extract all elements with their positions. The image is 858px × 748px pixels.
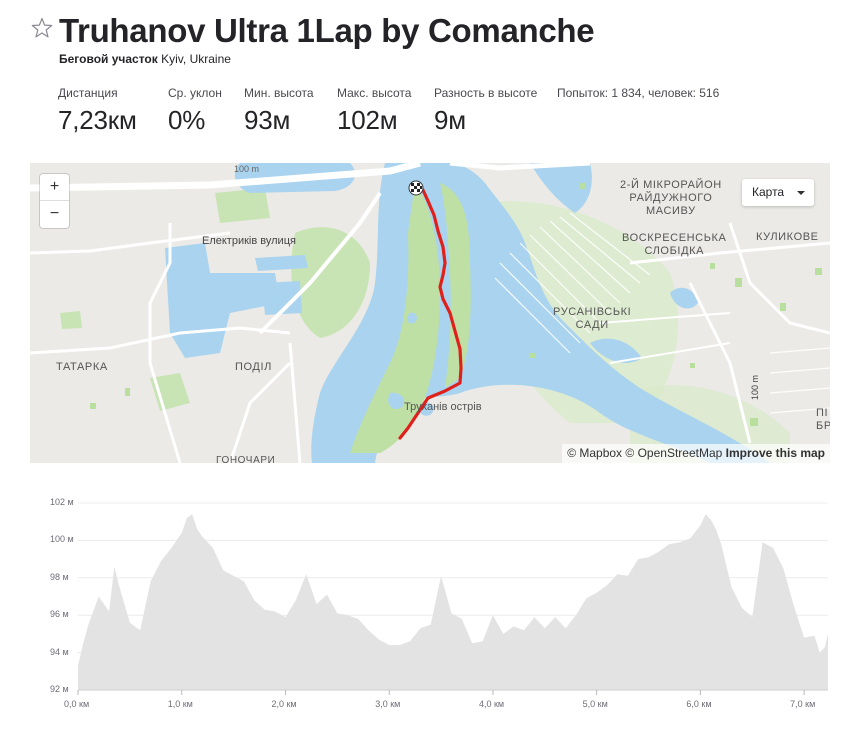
stat-min-elevation: Мин. высота 93м [244, 86, 314, 136]
stat-label: Разность в высоте [434, 86, 538, 100]
osm-link[interactable]: © OpenStreetMap [625, 446, 723, 460]
zoom-control: + − [40, 174, 69, 228]
x-tick-label: 4,0 км [478, 699, 505, 709]
x-tick-label: 6,0 км [686, 699, 712, 709]
y-tick-label: 92 м [50, 684, 69, 694]
segment-map[interactable]: Електриків вулиця ТАТАРКА ПОДІЛ Труханів… [30, 163, 830, 463]
x-tick-label: 2,0 км [271, 699, 297, 709]
stat-label: Ср. уклон [168, 86, 222, 100]
mapbox-link[interactable]: © Mapbox [567, 446, 623, 460]
segment-location: Kyiv, Ukraine [161, 52, 231, 66]
route-line [398, 188, 463, 440]
stat-value: 7,23км [58, 105, 137, 135]
map-label-truhaniv: Труханів острів [404, 401, 482, 413]
elevation-area [78, 514, 828, 690]
attempts-count: Попыток: 1 834, человек: 516 [557, 86, 720, 100]
stat-value: 93м [244, 105, 291, 135]
map-label-rusanivski: РУСАНІВСЬКІ САДИ [553, 306, 632, 331]
y-tick-label: 102 м [50, 497, 74, 507]
x-tick-label: 7,0 км [790, 699, 816, 709]
stat-distance: Дистанция 7,23км [58, 86, 137, 136]
x-tick-label: 5,0 км [582, 699, 608, 709]
x-tick-label: 1,0 км [167, 699, 193, 709]
y-tick-label: 96 м [50, 609, 69, 620]
map-type-label: Карта [752, 185, 785, 199]
map-label-pivdenno: ПІ БРО [816, 407, 830, 432]
star-icon[interactable] [30, 16, 54, 40]
zoom-in-button[interactable]: + [40, 174, 69, 201]
y-tick-label: 100 м [50, 534, 74, 545]
stat-max-elevation: Макс. высота 102м [337, 86, 411, 136]
improve-map-link[interactable]: Improve this map [725, 446, 825, 460]
map-label-gonchary: ГОНОЧАРИ [216, 455, 276, 463]
map-label-podil: ПОДІЛ [235, 361, 272, 373]
segment-stats: Дистанция 7,23км Ср. уклон 0% Мин. высот… [58, 86, 838, 136]
stat-value: 9м [434, 105, 466, 135]
stat-value: 102м [337, 105, 398, 135]
segment-type: Беговой участок [59, 52, 158, 66]
map-label-electrikiv: Електриків вулиця [202, 235, 296, 247]
caret-down-icon [797, 191, 805, 195]
map-attribution: © Mapbox © OpenStreetMap Improve this ma… [562, 444, 830, 463]
zoom-out-button[interactable]: − [49, 205, 60, 222]
stat-value: 0% [168, 105, 206, 135]
stat-label: Мин. высота [244, 86, 314, 100]
x-tick-label: 0,0 км [64, 699, 90, 709]
map-label-kulykove: КУЛИКОВЕ [756, 231, 819, 243]
map-label-voskresenska: ВОСКРЕСЕНСЬКА СЛОБІДКА [622, 232, 727, 257]
y-tick-label: 94 м [50, 646, 69, 657]
stat-elevation-difference: Разность в высоте 9м [434, 86, 537, 136]
elevation-chart-canvas [77, 502, 828, 695]
elevation-chart[interactable]: 92 м 94 м 96 м 98 м 100 м 102 м 0,0 км 1,0 км 2,… [30, 490, 830, 715]
map-label-100m: 100 m [750, 374, 761, 401]
map-canvas[interactable] [30, 163, 830, 463]
map-label-top-100m: 100 m [234, 164, 260, 174]
stat-label: Дистанция [58, 86, 118, 100]
y-tick-label: 98 м [50, 571, 69, 582]
page-title: Truhanov Ultra 1Lap by Comanche [59, 12, 595, 49]
map-label-microrayon: 2-Й МІКРОРАЙОН РАЙДУЖНОГО МАСИВУ [620, 179, 722, 217]
map-type-dropdown[interactable]: Карта [742, 179, 814, 206]
x-tick-label: 3,0 км [375, 699, 401, 709]
map-label-tatarka: ТАТАРКА [56, 361, 108, 373]
stat-avg-grade: Ср. уклон 0% [168, 86, 222, 136]
finish-flag-icon [408, 180, 424, 196]
segment-subtitle: Беговой участок Kyiv, Ukraine [59, 52, 231, 66]
stat-label: Макс. высота [337, 86, 412, 100]
